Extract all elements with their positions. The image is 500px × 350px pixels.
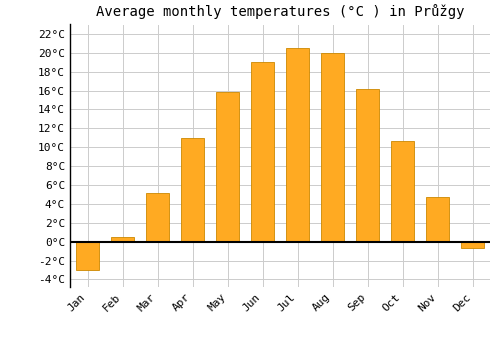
Bar: [251, 62, 274, 242]
Bar: [146, 193, 169, 242]
Bar: [181, 138, 204, 242]
Bar: [286, 48, 309, 242]
Title: Average monthly temperatures (°C ) in Průžgy: Average monthly temperatures (°C ) in Pr…: [96, 4, 464, 19]
Bar: [356, 89, 379, 242]
Bar: [461, 242, 484, 248]
Bar: [426, 197, 449, 242]
Bar: [321, 53, 344, 242]
Bar: [216, 92, 239, 242]
Bar: [391, 141, 414, 242]
Bar: [76, 242, 99, 270]
Bar: [111, 237, 134, 242]
